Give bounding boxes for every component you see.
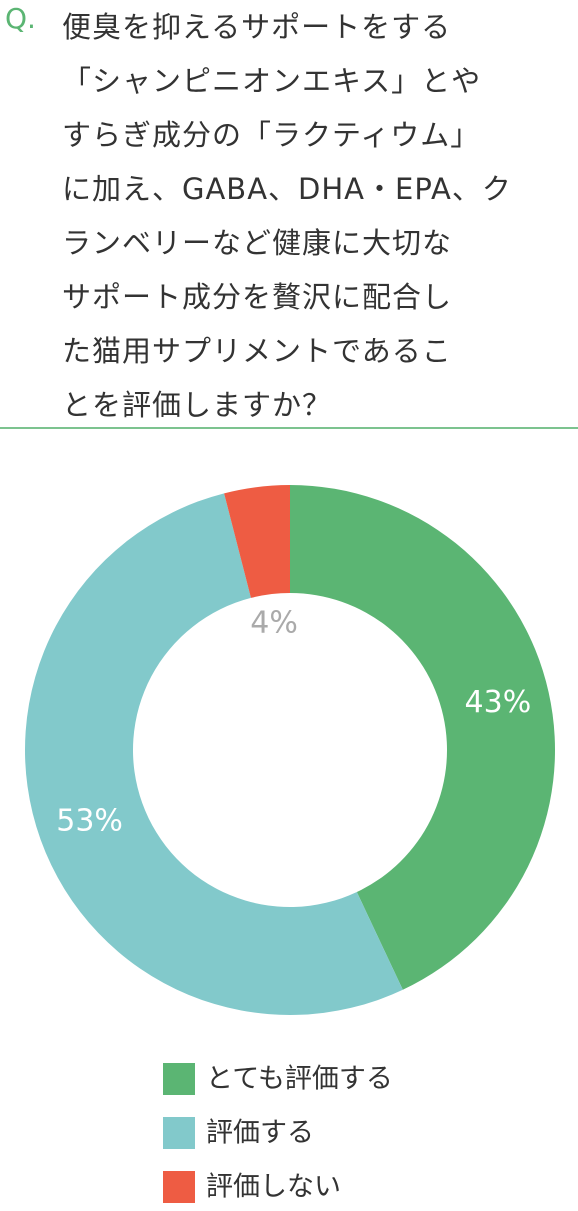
question-prefix: Q.	[5, 2, 36, 35]
donut-slice	[25, 493, 403, 1016]
legend-label: とても評価する	[206, 1064, 393, 1095]
divider	[0, 427, 578, 429]
donut-slice	[224, 485, 290, 598]
question-line: 便臭を抑えるサポートをする	[62, 10, 452, 44]
question-line: 「シャンピニオンエキス」とや	[62, 64, 482, 98]
question-line: とを評価しますか？	[62, 388, 333, 422]
slice-label: 43%	[465, 685, 532, 720]
legend-swatch	[163, 1117, 195, 1149]
question-line: すらぎ成分の「ラクティウム」	[62, 118, 481, 152]
question-text: 便臭を抑えるサポートをする 「シャンピニオンエキス」とや すらぎ成分の「ラクティウム…	[62, 0, 572, 432]
legend-swatch	[163, 1063, 195, 1095]
legend-swatch	[163, 1171, 195, 1203]
question-line: に加え、GABA、DHA・EPA、ク	[62, 172, 512, 206]
slice-label: 4%	[250, 606, 298, 641]
slice-label: 53%	[56, 804, 123, 839]
legend-label: 評価しない	[206, 1172, 341, 1203]
question-line: た猫用サプリメントであるこ	[62, 334, 452, 368]
question-line: ランベリーなど健康に大切な	[62, 226, 453, 260]
question-line: サポート成分を贅沢に配合し	[62, 280, 453, 314]
legend-label: 評価する	[206, 1118, 314, 1149]
donut-slice	[290, 485, 555, 990]
